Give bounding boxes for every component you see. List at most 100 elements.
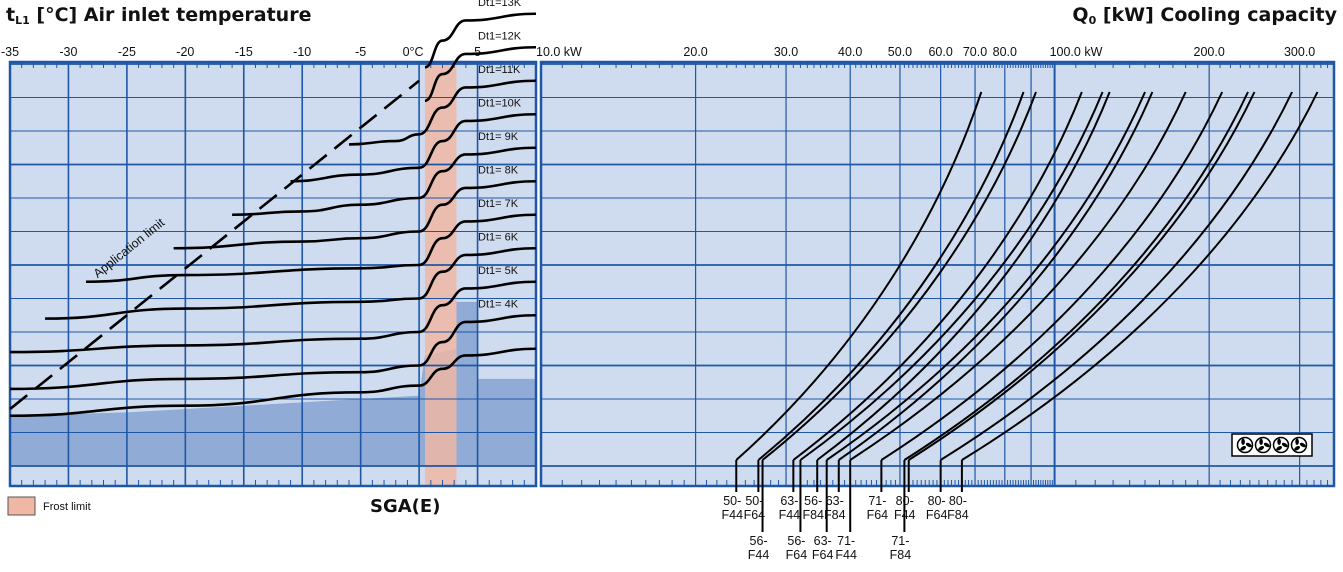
model-label: 63-F84	[824, 494, 846, 522]
x-tick-label: 60.0	[928, 45, 952, 59]
fan-icon-blade	[1299, 442, 1306, 448]
fan-icon	[1272, 436, 1290, 454]
x-tick-label: 0°C	[403, 45, 424, 59]
dt-series-label: Dt1=12K	[478, 30, 522, 42]
dt-series-label: Dt1=11K	[478, 64, 521, 76]
x-tick-label: -15	[235, 45, 253, 59]
dt-series-label: Dt1= 7K	[478, 198, 519, 210]
fan-icon-blade	[1245, 442, 1252, 448]
model-curve	[838, 91, 1154, 461]
dt-curve-9k	[173, 179, 537, 250]
dt-series-label: Dt1= 8K	[478, 164, 519, 176]
model-label: 50-F64	[744, 494, 766, 522]
dt-curve-5k	[9, 313, 537, 391]
dt-curve-11k	[290, 112, 537, 183]
frost-limit-swatch	[7, 496, 36, 516]
fan-icon-box	[1231, 433, 1313, 457]
frost-limit-band	[424, 62, 457, 486]
model-curve	[903, 91, 1249, 461]
fan-icon-blade	[1259, 438, 1263, 445]
x-tick-label: -35	[1, 45, 19, 59]
fan-icon-blade	[1294, 446, 1301, 451]
dt-series-label: Dt1=10K	[478, 97, 522, 109]
model-curve	[849, 91, 1187, 461]
model-label: 71-F64	[867, 494, 889, 522]
x-tick-label: 80.0	[993, 45, 1017, 59]
model-label: 80-F64	[926, 494, 948, 522]
model-curve	[880, 91, 1224, 461]
dt-curve-6k	[9, 280, 537, 354]
fan-icon-blade	[1295, 438, 1299, 445]
model-curve	[761, 91, 1037, 461]
dt-curve-14k	[424, 12, 537, 69]
series-label: SGA(E)	[370, 496, 440, 517]
fan-icon-blade	[1263, 442, 1270, 448]
fan-icon-blade	[1241, 438, 1245, 445]
legend: Frost limit	[7, 496, 91, 516]
plot-frame	[8, 60, 538, 488]
dt-series-label: Dt1= 9K	[478, 131, 519, 143]
fan-icon-blade	[1240, 446, 1247, 451]
dt-series-label: Dt1= 6K	[478, 231, 519, 243]
x-tick-label: -10	[293, 45, 311, 59]
model-curve	[940, 91, 1293, 461]
model-label: 71-F44	[835, 534, 857, 562]
x-tick-label: 5	[474, 45, 481, 59]
dt-series-label: Dt1=13K	[478, 0, 522, 9]
plot-frame	[539, 60, 1336, 488]
x-tick-label: 300.0	[1284, 45, 1315, 59]
model-curve	[961, 91, 1319, 461]
low-dt-shaded-region	[10, 301, 536, 466]
model-label: 56-F84	[802, 494, 824, 522]
fan-icon	[1236, 436, 1254, 454]
fan-icon-blade	[1258, 446, 1265, 451]
frost-limit-label: Frost limit	[43, 501, 91, 513]
model-curve	[826, 91, 1146, 461]
dt-curve-8k	[85, 213, 537, 284]
dt-curve-13k	[424, 45, 537, 103]
x-tick-label: 30.0	[774, 45, 798, 59]
model-label: 63-F44	[779, 494, 801, 522]
x-tick-label: -20	[176, 45, 194, 59]
model-label: 80-F84	[947, 494, 969, 522]
application-limit-line	[9, 79, 420, 411]
x-tick-label: 10.0 kW	[536, 45, 582, 59]
fan-icon	[1290, 436, 1308, 454]
x-tick-label: -25	[118, 45, 136, 59]
x-tick-label: 40.0	[838, 45, 862, 59]
x-tick-label: 50.0	[888, 45, 912, 59]
fan-icon	[1254, 436, 1272, 454]
dt-series-label: Dt1= 5K	[478, 265, 519, 277]
model-curve	[757, 91, 1025, 461]
capacity-panel: 10.0 kW 20.0 30.0 40.0 50.0 60.0 70.0 80.0 100.0…	[536, 45, 1336, 562]
fan-icon-frame	[1231, 433, 1313, 457]
model-label: 56-F44	[748, 534, 770, 562]
right-chart-title: Q0 [kW] Cooling capacity	[1072, 4, 1337, 27]
x-tick-label: 200.0	[1194, 45, 1225, 59]
fan-icon-blade	[1277, 438, 1281, 445]
x-tick-label: -30	[59, 45, 77, 59]
model-label: 80-F44	[894, 494, 916, 522]
dt-curve-7k	[45, 246, 537, 320]
model-curve	[735, 91, 983, 461]
model-curve	[799, 91, 1104, 461]
x-tick-label: 20.0	[683, 45, 707, 59]
model-label: 71-F84	[890, 534, 912, 562]
dt-series-label: Dt1= 4K	[478, 298, 519, 310]
fan-icon-blade	[1281, 442, 1288, 448]
dt-curve-10k	[232, 146, 537, 217]
model-curve	[908, 91, 1256, 461]
dt-curve-4k	[9, 347, 537, 418]
model-label: 50-F44	[721, 494, 743, 522]
x-tick-label: 70.0	[963, 45, 987, 59]
model-curve	[816, 91, 1111, 461]
fan-icon-blade	[1276, 446, 1283, 451]
left-chart-title: tL1 [°C] Air inlet temperature	[6, 4, 312, 27]
x-tick-label: -5	[355, 45, 366, 59]
x-tick-label: 100.0 kW	[1050, 45, 1103, 59]
dt-curve-12k	[348, 79, 537, 146]
temperature-panel: -35 -30 -25 -20 -15 -10 -5 0°C 5 Dt1= 4K Dt1= 5K Dt…	[1, 0, 538, 488]
model-curve	[792, 91, 1083, 461]
model-label: 63-F64	[812, 534, 834, 562]
